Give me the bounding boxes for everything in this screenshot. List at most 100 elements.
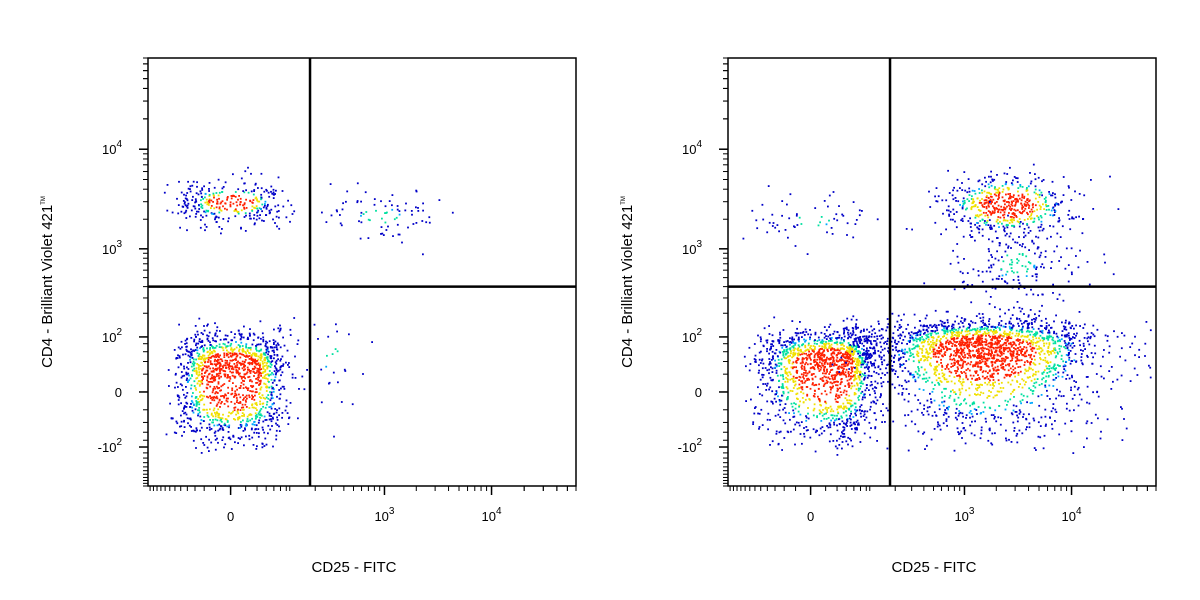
event-dot: [417, 210, 420, 212]
event-dot: [861, 373, 864, 375]
event-dot: [1065, 407, 1068, 410]
event-dot: [790, 402, 793, 405]
event-dot: [214, 340, 216, 342]
event-dot: [892, 332, 895, 335]
event-dot: [807, 412, 809, 415]
event-dot: [212, 419, 214, 421]
event-dot: [829, 381, 832, 384]
event-dot: [243, 360, 246, 363]
event-dot: [1005, 439, 1008, 442]
event-dot: [792, 377, 795, 380]
event-dot: [808, 355, 811, 358]
event-dot: [989, 379, 991, 382]
event-dot: [969, 416, 971, 419]
event-dot: [819, 403, 822, 406]
event-dot: [238, 350, 240, 352]
event-dot: [209, 395, 211, 397]
event-dot: [843, 365, 845, 368]
event-dot: [929, 392, 931, 395]
event-dot: [761, 424, 764, 426]
event-dot: [789, 389, 792, 392]
event-dot: [186, 229, 188, 232]
event-dot: [954, 362, 956, 365]
event-dot: [812, 409, 815, 412]
event-dot: [177, 403, 180, 406]
event-dot: [422, 202, 424, 205]
event-dot: [835, 380, 838, 383]
event-dot: [1025, 381, 1027, 383]
event-dot: [203, 390, 205, 393]
event-dot: [932, 343, 935, 346]
event-dot: [264, 354, 267, 356]
event-dot: [326, 354, 328, 357]
event-dot: [218, 366, 221, 369]
event-dot: [224, 362, 227, 364]
event-dot: [263, 357, 266, 359]
event-dot: [227, 392, 230, 394]
event-dot: [227, 220, 229, 223]
event-dot: [780, 363, 783, 366]
event-dot: [961, 364, 964, 366]
event-dot: [216, 403, 219, 406]
event-dot: [835, 364, 838, 366]
event-dot: [1079, 344, 1081, 347]
event-dot: [806, 372, 809, 375]
event-dot: [859, 382, 862, 384]
event-dot: [833, 381, 836, 384]
event-dot: [220, 232, 222, 235]
event-dot: [936, 349, 938, 352]
event-dot: [235, 394, 238, 397]
event-dot: [979, 329, 982, 331]
event-dot: [799, 376, 802, 379]
event-dot: [225, 394, 227, 397]
event-dot: [279, 368, 282, 371]
event-dot: [255, 382, 257, 384]
event-dot: [923, 404, 926, 407]
event-dot: [762, 362, 765, 365]
event-dot: [852, 342, 855, 344]
event-dot: [215, 353, 218, 356]
event-dot: [253, 333, 256, 336]
event-dot: [1058, 364, 1060, 367]
event-dot: [833, 421, 835, 424]
event-dot: [231, 365, 233, 368]
event-dot: [909, 334, 912, 337]
event-dot: [1032, 336, 1034, 338]
event-dot: [171, 211, 174, 214]
event-dot: [843, 335, 846, 338]
event-dot: [235, 371, 238, 373]
event-dot: [843, 422, 845, 425]
event-dot: [864, 372, 866, 375]
event-dot: [243, 444, 245, 447]
event-dot: [269, 399, 272, 402]
event-dot: [932, 337, 935, 339]
event-dot: [218, 211, 221, 214]
event-dot: [813, 403, 816, 406]
event-dot: [998, 390, 1000, 393]
event-dot: [264, 406, 267, 409]
event-dot: [1020, 348, 1023, 351]
event-dot: [847, 342, 850, 344]
event-dot: [800, 421, 803, 423]
event-dot: [273, 341, 275, 344]
event-dot: [965, 414, 968, 417]
event-dot: [991, 352, 993, 354]
event-dot: [388, 200, 391, 202]
event-dot: [960, 383, 963, 385]
event-dot: [282, 365, 284, 367]
event-dot: [358, 220, 360, 223]
event-dot: [1048, 365, 1051, 367]
event-dot: [866, 357, 869, 360]
event-dot: [868, 339, 870, 342]
event-dot: [1021, 334, 1024, 337]
event-dot: [242, 369, 245, 372]
event-dot: [224, 207, 226, 210]
event-dot: [264, 200, 267, 203]
event-dot: [242, 376, 245, 378]
event-dot: [775, 400, 777, 403]
event-dot: [986, 327, 989, 329]
event-dot: [200, 358, 202, 361]
event-dot: [954, 412, 957, 414]
event-dot: [247, 347, 250, 349]
event-dot: [265, 206, 268, 209]
